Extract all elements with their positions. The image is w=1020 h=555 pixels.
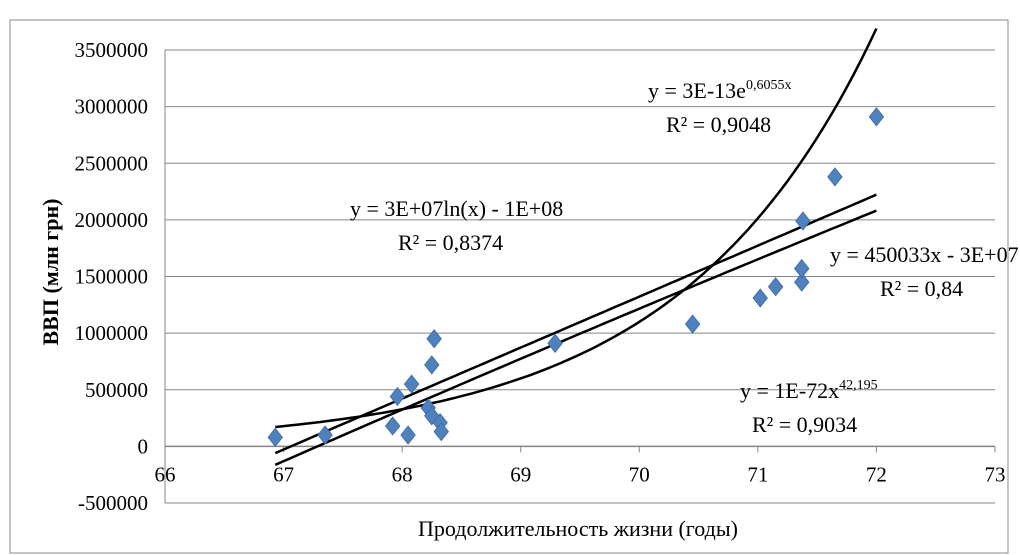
trendline-exponential [275,27,878,429]
trendlines [274,27,878,466]
eq-exponential: y = 3E-13e0,6055x [648,78,791,103]
y-tick-label: 3500000 [75,38,149,62]
y-tick-label: 1500000 [75,265,149,289]
data-point [827,167,843,187]
data-point [317,425,333,445]
data-point [795,211,811,231]
data-point [794,272,810,292]
r2-exponential: R² = 0,9048 [666,112,771,137]
data-point [426,329,442,349]
data-point [424,355,440,375]
x-tick-label: 70 [629,462,650,486]
axes [164,50,996,503]
x-tick-label: 67 [273,462,294,486]
r2-power: R² = 0,9034 [752,412,857,437]
data-point [384,416,401,436]
r2-logarithmic: R² = 0,8374 [398,230,503,255]
y-tick-label: -500000 [78,491,148,515]
data-point [400,425,416,445]
x-tick-label: 73 [985,462,1006,486]
eq-exponential-exp: 0,6055x [746,78,792,93]
y-tick-label: 2000000 [75,208,149,232]
y-tick-label: 2500000 [75,151,149,175]
x-tick-label: 68 [392,462,413,486]
data-point [684,314,701,334]
chart-border [9,19,1009,554]
y-tick-labels: -500000 0 500000 1000000 1500000 2000000 25000… [75,38,149,515]
y-tick-label: 3000000 [75,95,149,119]
r2-linear: R² = 0,84 [880,276,963,301]
data-point [547,333,563,353]
y-axis-title: ВВП (млн грн) [38,198,63,345]
trendline-logarithmic [274,209,877,466]
x-tick-labels: 66 67 68 69 70 71 72 73 [155,462,1006,486]
data-point [868,107,885,127]
data-point [433,422,449,442]
y-tick-label: 1000000 [75,321,149,345]
y-tick-label: 0 [138,434,149,458]
trendline-linear [274,193,877,455]
data-point [752,288,768,308]
x-axis-title: Продолжительность жизни (годы) [418,516,738,541]
y-tick-label: 500000 [85,378,148,402]
eq-exponential-base: y = 3E-13e [648,78,746,103]
eq-linear: y = 450033x - 3E+07 [830,242,1019,267]
eq-logarithmic: y = 3E+07ln(x) - 1E+08 [350,196,563,221]
data-point [267,427,283,447]
x-tick-label: 72 [866,462,887,486]
x-tick-label: 71 [747,462,768,486]
data-point [403,374,420,394]
eq-power-exp: 42,195 [839,378,878,393]
x-tick-label: 66 [155,462,176,486]
data-point [767,277,784,297]
data-point [389,386,406,407]
data-point [794,258,810,279]
eq-power-base: y = 1E-72x [740,378,839,403]
data-points [267,107,885,447]
x-tick-label: 69 [510,462,531,486]
eq-power: y = 1E-72x42,195 [740,378,878,403]
